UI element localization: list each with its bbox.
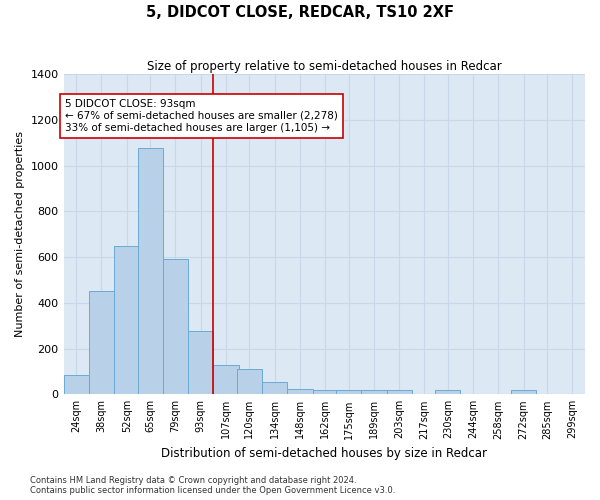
Bar	[361, 390, 386, 394]
X-axis label: Distribution of semi-detached houses by size in Redcar: Distribution of semi-detached houses by …	[161, 447, 487, 460]
Bar	[64, 375, 89, 394]
Bar	[114, 246, 139, 394]
Bar	[262, 382, 287, 394]
Bar	[237, 369, 262, 394]
Bar	[89, 292, 114, 395]
Title: Size of property relative to semi-detached houses in Redcar: Size of property relative to semi-detach…	[147, 60, 502, 73]
Bar	[287, 388, 313, 394]
Bar	[336, 390, 361, 394]
Text: 5 DIDCOT CLOSE: 93sqm
← 67% of semi-detached houses are smaller (2,278)
33% of s: 5 DIDCOT CLOSE: 93sqm ← 67% of semi-deta…	[65, 100, 338, 132]
Bar	[435, 390, 460, 394]
Bar	[214, 364, 239, 394]
Bar	[137, 148, 163, 394]
Bar	[313, 390, 338, 394]
Bar	[511, 390, 536, 394]
Bar	[386, 390, 412, 394]
Y-axis label: Number of semi-detached properties: Number of semi-detached properties	[15, 131, 25, 337]
Bar	[188, 332, 214, 394]
Bar	[163, 260, 188, 394]
Text: Contains HM Land Registry data © Crown copyright and database right 2024.
Contai: Contains HM Land Registry data © Crown c…	[30, 476, 395, 495]
Text: 5, DIDCOT CLOSE, REDCAR, TS10 2XF: 5, DIDCOT CLOSE, REDCAR, TS10 2XF	[146, 5, 454, 20]
